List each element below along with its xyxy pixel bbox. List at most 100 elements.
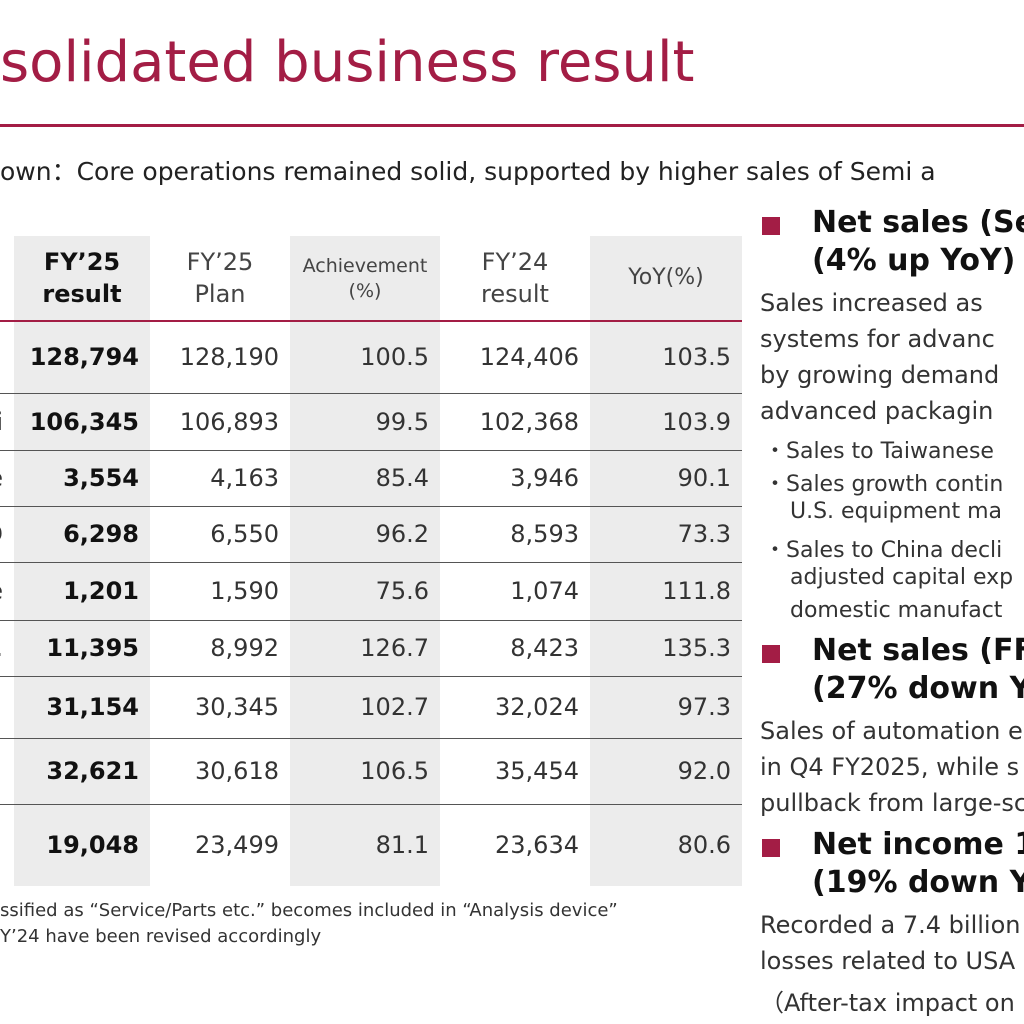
cell: 8,992 bbox=[210, 634, 279, 662]
cell: 124,406 bbox=[479, 343, 579, 371]
bullet-square bbox=[762, 839, 780, 857]
cell: 81.1 bbox=[375, 831, 429, 859]
cell: 6,298 bbox=[63, 520, 139, 548]
cell: 23,634 bbox=[495, 831, 579, 859]
cell: 106.5 bbox=[360, 757, 429, 785]
cell: 30,618 bbox=[195, 757, 279, 785]
cell bbox=[0, 804, 3, 886]
cell: 8,423 bbox=[510, 634, 579, 662]
section-text: （After-tax impact on net bbox=[760, 989, 1024, 1017]
header-cell: Achievement (%) bbox=[302, 254, 428, 302]
header-cell: FY’24 result bbox=[481, 248, 549, 308]
row-rule bbox=[0, 738, 742, 739]
cell: 23,499 bbox=[195, 831, 279, 859]
row-rule bbox=[0, 393, 742, 394]
row-rule bbox=[0, 804, 742, 805]
header-cell bbox=[0, 236, 14, 321]
cell bbox=[0, 738, 3, 804]
cell: 102,368 bbox=[479, 407, 579, 436]
column-shade bbox=[14, 236, 150, 886]
section-heading: Net income 1 bbox=[812, 827, 1024, 862]
cell bbox=[0, 676, 3, 738]
cell: 4,163 bbox=[210, 464, 279, 492]
cell: 6,550 bbox=[210, 520, 279, 548]
subtitle: own：Core operations remained solid, supp… bbox=[0, 157, 936, 186]
section-text: advanced packagin bbox=[760, 397, 994, 425]
cell: 75.6 bbox=[375, 577, 429, 605]
header-cell: FY’25 Plan bbox=[186, 248, 254, 308]
cell: 126.7 bbox=[360, 634, 429, 662]
cell: . bbox=[0, 620, 3, 676]
bullet-text: ・Sales growth contin bbox=[764, 472, 1004, 497]
cell: 135.3 bbox=[662, 634, 731, 662]
cell: 90.1 bbox=[677, 464, 731, 492]
footnote: Y’24 have been revised accordingly bbox=[0, 926, 322, 947]
cell: 128,190 bbox=[179, 343, 279, 371]
cell: 106,345 bbox=[29, 407, 139, 436]
section-text: Sales of automation e bbox=[760, 717, 1023, 745]
section-heading: Net sales (Se bbox=[812, 205, 1024, 240]
cell: 102.7 bbox=[360, 693, 429, 721]
section-text: pullback from large-sc bbox=[760, 789, 1024, 817]
cell: 8,593 bbox=[510, 520, 579, 548]
section-text: in Q4 FY2025, while s bbox=[760, 753, 1020, 781]
cell: 1,590 bbox=[210, 577, 279, 605]
row-rule bbox=[0, 562, 742, 563]
cell: 99.5 bbox=[375, 407, 429, 436]
section-heading: (4% up YoY) bbox=[812, 243, 1016, 278]
column-shade bbox=[290, 236, 440, 886]
header-cell: YoY(%) bbox=[628, 265, 704, 291]
section-text: systems for advanc bbox=[760, 325, 995, 353]
column-shade bbox=[590, 236, 742, 886]
cell: 32,024 bbox=[495, 693, 579, 721]
bullet-text: U.S. equipment ma bbox=[790, 499, 1003, 524]
row-rule bbox=[0, 620, 742, 621]
cell: 1,201 bbox=[63, 577, 139, 605]
cell: 103.5 bbox=[662, 343, 731, 371]
cell: D bbox=[0, 506, 3, 562]
section-heading: Net sales (FF bbox=[812, 633, 1024, 668]
cell: 11,395 bbox=[46, 634, 139, 662]
cell: 32,621 bbox=[46, 757, 139, 785]
cell: 85.4 bbox=[375, 464, 429, 492]
row-rule bbox=[0, 676, 742, 677]
cell: 3,554 bbox=[63, 464, 139, 492]
cell: 92.0 bbox=[677, 757, 731, 785]
bullet-text: adjusted capital exp bbox=[790, 565, 1014, 590]
cell: 97.3 bbox=[677, 693, 731, 721]
header-rule bbox=[0, 320, 742, 322]
footnote: ssified as “Service/Parts etc.” becomes … bbox=[0, 900, 618, 921]
title: solidated business result bbox=[0, 30, 695, 95]
bullet-text: ・Sales to Taiwanese bbox=[764, 439, 994, 464]
rule bbox=[0, 124, 1024, 127]
section-text: by growing demand bbox=[760, 361, 1000, 389]
cell: 103.9 bbox=[662, 407, 731, 436]
bullet-square bbox=[762, 217, 780, 235]
header-cell: FY’25 result bbox=[42, 248, 122, 308]
section-text: losses related to USA bbox=[760, 947, 1016, 975]
cell: 96.2 bbox=[375, 520, 429, 548]
cell: 111.8 bbox=[662, 577, 731, 605]
row-rule bbox=[0, 506, 742, 507]
cell: 30,345 bbox=[195, 693, 279, 721]
section-text: Sales increased as bbox=[760, 289, 983, 317]
cell: 128,794 bbox=[29, 343, 139, 371]
cell: e bbox=[0, 450, 3, 506]
cell: 35,454 bbox=[495, 757, 579, 785]
section-heading: (19% down Y bbox=[812, 865, 1024, 900]
cell: 1,074 bbox=[510, 577, 579, 605]
row-rule bbox=[0, 450, 742, 451]
cell bbox=[0, 321, 3, 393]
cell: e bbox=[0, 562, 3, 620]
bullet-text: domestic manufact bbox=[790, 598, 1003, 623]
section-text: Recorded a 7.4 billion bbox=[760, 911, 1021, 939]
cell: i bbox=[0, 393, 3, 450]
cell: 73.3 bbox=[677, 520, 731, 548]
cell: 80.6 bbox=[677, 831, 731, 859]
section-heading: (27% down Y bbox=[812, 671, 1024, 706]
cell: 19,048 bbox=[46, 831, 139, 859]
cell: 100.5 bbox=[360, 343, 429, 371]
cell: 31,154 bbox=[46, 693, 139, 721]
cell: 3,946 bbox=[510, 464, 579, 492]
